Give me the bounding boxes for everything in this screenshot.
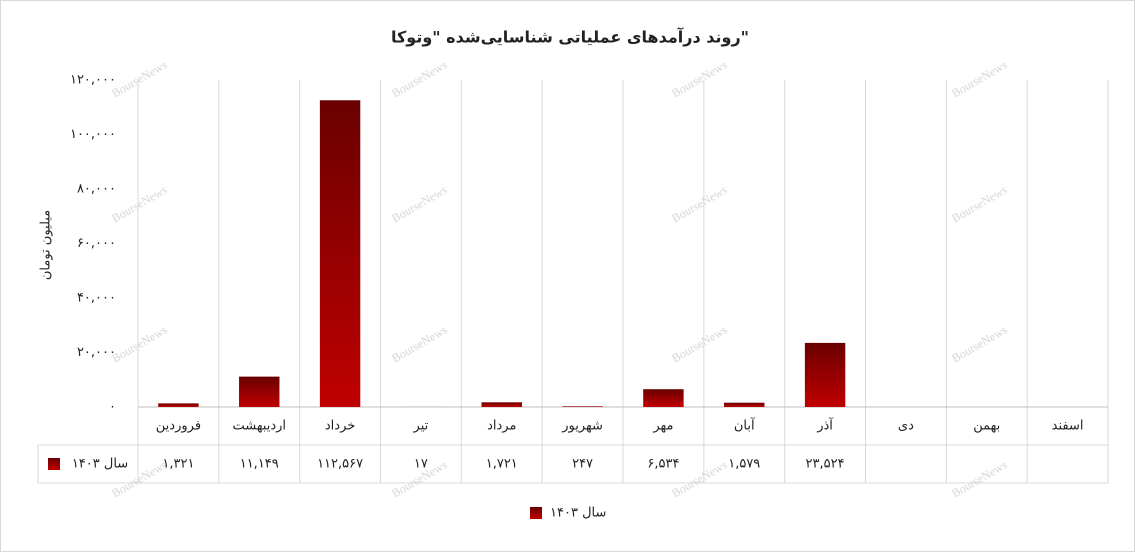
table-value: ۲۳,۵۲۴ [806, 457, 845, 472]
x-tick-label: اردیبهشت [232, 419, 286, 434]
y-tick-label: ۱۰۰,۰۰۰ [70, 127, 116, 142]
bar [643, 389, 684, 407]
bar [562, 406, 603, 407]
x-tick-label: اسفند [1052, 419, 1084, 434]
table-legend-key [48, 458, 60, 470]
x-tick-label: دی [898, 419, 914, 434]
bar [319, 100, 361, 407]
table-value: ۱۱,۱۴۹ [240, 457, 279, 472]
bar [158, 403, 199, 407]
legend-label: سال ۱۴۰۳ [550, 506, 606, 521]
table-value: ۲۴۷ [572, 457, 593, 472]
x-tick-label: آذر [816, 417, 834, 434]
bar [724, 402, 765, 407]
legend-key [530, 507, 542, 519]
x-tick-label: آبان [734, 417, 756, 434]
x-tick-label: مرداد [487, 419, 516, 434]
x-tick-label: خرداد [325, 419, 355, 434]
table-value: ۱,۵۷۹ [728, 457, 760, 472]
table-series-name: سال ۱۴۰۳ [72, 457, 128, 472]
x-tick-label: تیر [413, 419, 429, 434]
y-tick-label: ۱۲۰,۰۰۰ [70, 73, 116, 88]
bar [481, 402, 522, 407]
y-tick-label: ۰ [109, 400, 116, 415]
table-value: ۱,۳۲۱ [162, 457, 194, 472]
chart-title: روند درآمدهای عملیاتی شناسایی‌شده "وتوکا… [391, 27, 749, 47]
x-tick-label: شهریور [561, 419, 603, 434]
bar [239, 376, 280, 407]
y-tick-label: ۴۰,۰۰۰ [77, 291, 116, 306]
table-value: ۶,۵۳۴ [647, 457, 679, 472]
x-tick-label: بهمن [973, 419, 1000, 434]
x-tick-label: مهر [652, 419, 673, 434]
y-tick-label: ۲۰,۰۰۰ [77, 345, 116, 360]
table-value: ۱۷ [414, 457, 428, 472]
table-value: ۱,۷۲۱ [486, 457, 518, 472]
bar [804, 342, 846, 407]
y-axis-label: میلیون تومان [39, 210, 54, 280]
y-tick-label: ۸۰,۰۰۰ [77, 182, 116, 197]
x-tick-label: فروردین [156, 419, 201, 434]
y-tick-label: ۶۰,۰۰۰ [77, 236, 116, 251]
table-value: ۱۱۲,۵۶۷ [317, 457, 363, 472]
